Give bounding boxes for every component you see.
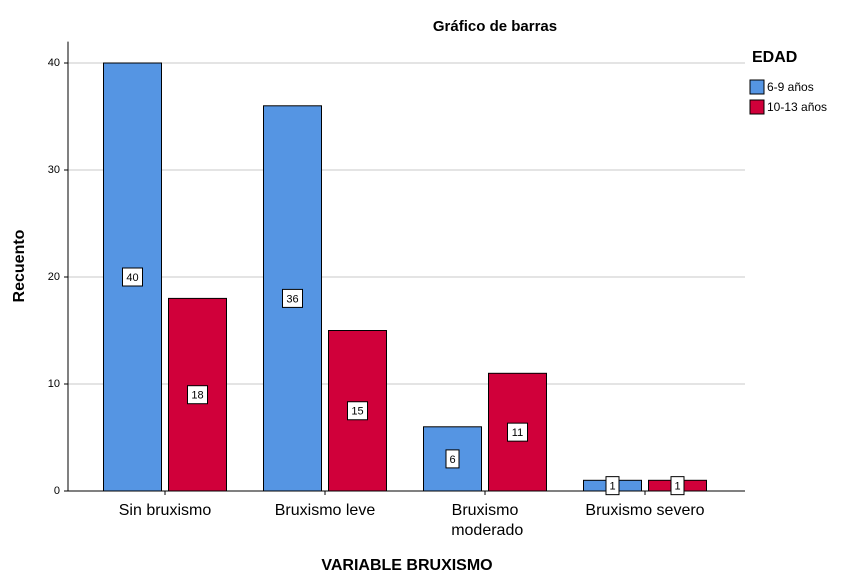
data-label: 11 [512,427,523,439]
data-label-box [507,422,528,442]
x-tick-label: Bruxismo leve [275,502,376,519]
data-label-box [445,449,460,469]
data-label-box [187,385,208,405]
x-tick-label: Bruxismo severo [585,502,704,519]
y-tick-label: 10 [48,378,60,390]
legend-swatch [749,99,765,115]
data-label: 6 [449,454,455,466]
chart-title: Gráfico de barras [433,18,557,35]
x-tick-label: Bruxismo moderado [447,502,524,539]
bar [488,372,547,492]
data-label-box [670,476,685,496]
data-label: 15 [351,406,363,418]
data-label-box [122,267,143,287]
y-tick-label: 0 [54,485,60,497]
data-label: 18 [191,390,203,402]
legend-label: 10-13 años [767,100,827,114]
legend-title: EDAD [752,49,797,66]
data-label-box [347,401,368,421]
x-tick-label: Sin bruxismo [119,502,212,519]
data-label: 1 [609,481,615,493]
legend-label: 6-9 años [767,80,814,94]
data-label: 1 [674,481,680,493]
x-axis-label: VARIABLE BRUXISMO [321,557,492,574]
legend-swatch [749,79,765,95]
data-label: 36 [286,293,298,305]
y-tick-label: 20 [48,271,60,283]
data-label-box [605,476,620,496]
data-label-box [282,288,303,308]
data-label: 40 [126,272,138,284]
y-axis-label: Recuento [11,229,28,302]
y-tick-label: 40 [48,57,60,69]
y-tick-label: 30 [48,164,60,176]
